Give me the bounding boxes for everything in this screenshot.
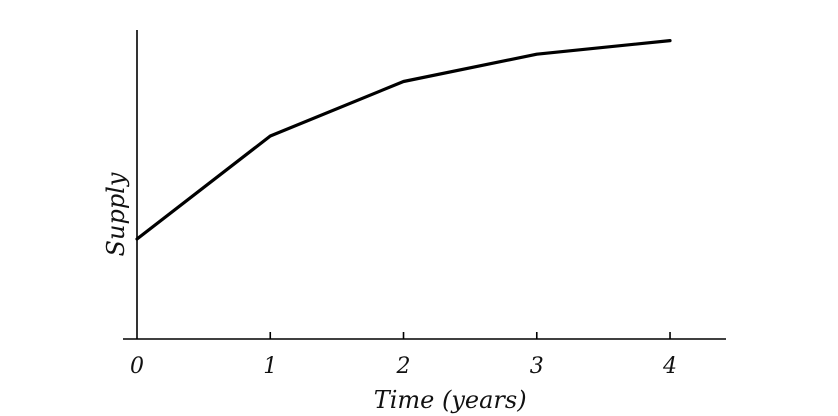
x-tick-label: 0	[130, 354, 144, 379]
x-tick-label: 4	[662, 354, 677, 379]
axes	[123, 30, 726, 340]
x-tick-label: 1	[263, 354, 277, 379]
x-ticks: 0 1 2 3 4	[130, 332, 677, 379]
supply-line	[135, 38, 672, 241]
x-tick-label: 3	[530, 354, 544, 379]
series	[135, 38, 672, 241]
x-tick-label: 2	[396, 354, 411, 379]
x-axis-label: Time (years)	[374, 386, 527, 414]
y-axis-label: Supply	[102, 172, 130, 256]
